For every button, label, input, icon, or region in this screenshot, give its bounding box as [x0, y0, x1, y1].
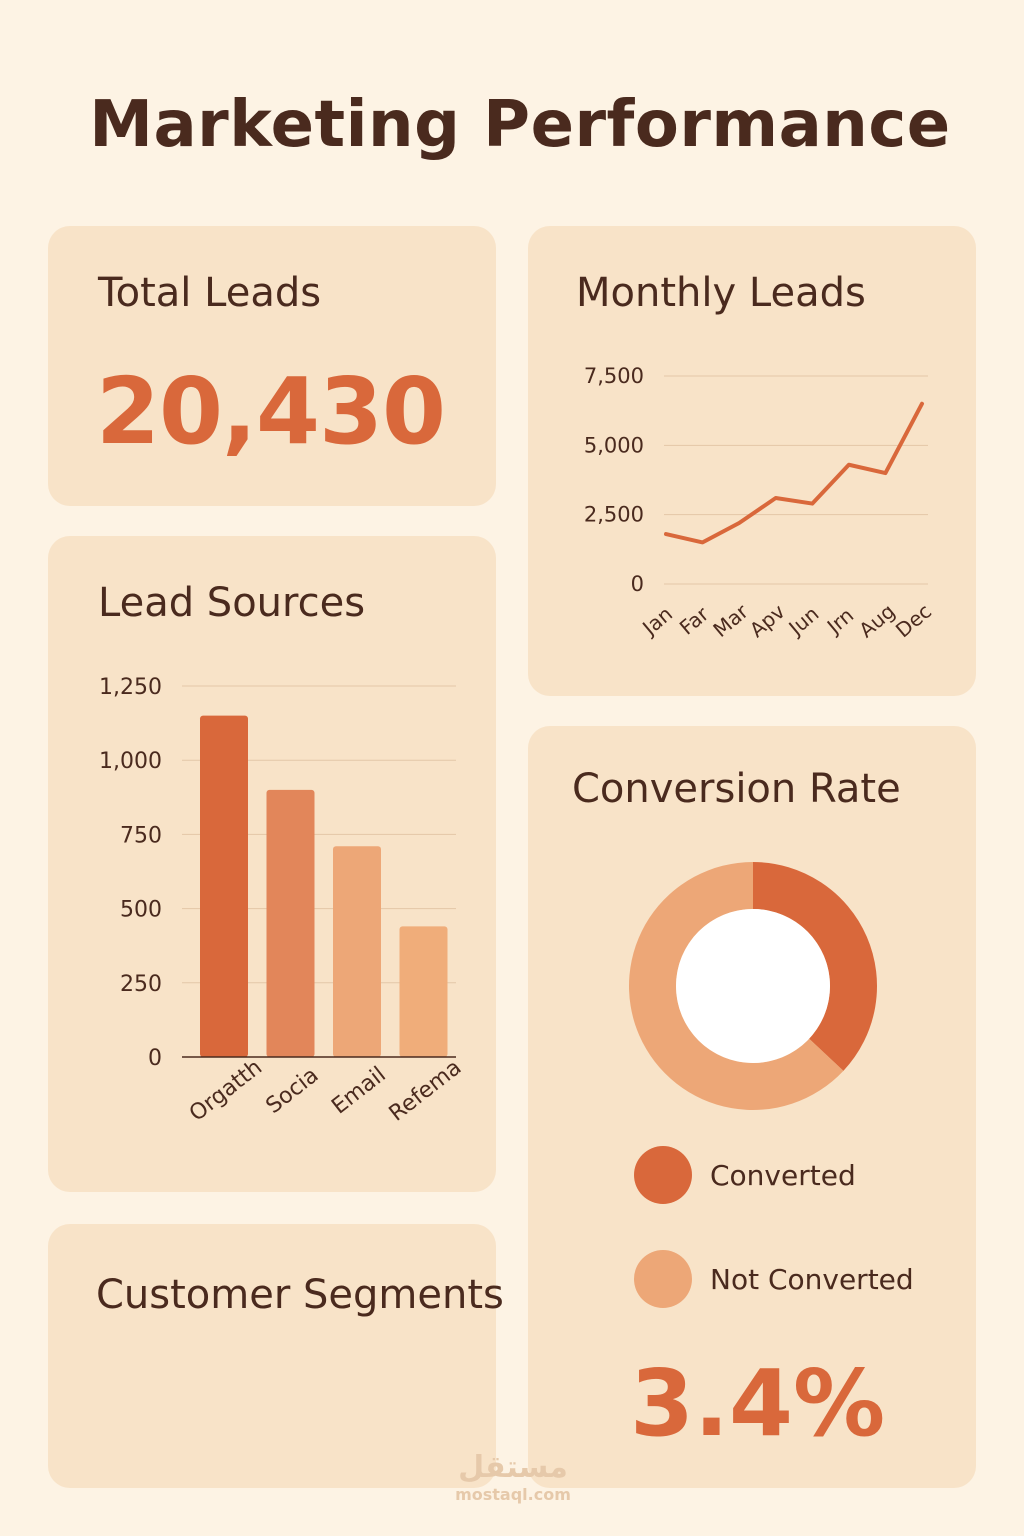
x-tick-label: Mar [708, 599, 753, 642]
watermark-arabic: مستقل [458, 1450, 568, 1485]
bar [333, 846, 381, 1057]
x-tick-label: Refema [385, 1055, 467, 1126]
conversion-rate-title: Conversion Rate [572, 766, 901, 812]
y-tick-label: 2,500 [584, 503, 644, 527]
bar [200, 715, 248, 1057]
page-title: Marketing Performance [89, 88, 951, 162]
x-tick-label: Aug [854, 599, 899, 642]
line-series [664, 401, 924, 545]
lead-sources-title: Lead Sources [98, 580, 366, 626]
donut-slice-not-converted [629, 862, 844, 1110]
donut-slice-converted [753, 862, 877, 1071]
x-tick-label: Apv [745, 599, 790, 642]
y-tick-label: 250 [120, 972, 162, 997]
watermark-latin: mostaql.com [455, 1485, 571, 1504]
legend-label-not-converted: Not Converted [710, 1262, 914, 1296]
y-tick-label: 500 [120, 898, 162, 923]
lead-sources-card: Lead Sources 0 250 500 750 1,000 1,250 Orgatth… [48, 536, 496, 1192]
legend-item-not-converted: Not Converted [634, 1250, 914, 1308]
y-tick-label: 1,250 [99, 675, 162, 700]
monthly-leads-card: Monthly Leads 0 2,500 5,000 7,500 Jan Far Mar A… [528, 226, 976, 696]
customer-segments-title: Customer Segments [96, 1272, 504, 1318]
y-tick-label: 5,000 [584, 433, 644, 457]
total-leads-title: Total Leads [98, 270, 322, 316]
bar [399, 926, 448, 1057]
x-tick-label: Orgatth [185, 1055, 267, 1127]
x-tick-label: Socia [262, 1063, 324, 1119]
y-tick-label: 1,000 [99, 749, 162, 774]
bar [266, 789, 315, 1057]
total-leads-card: Total Leads 20,430 [48, 226, 496, 506]
not-converted-swatch [634, 1250, 692, 1308]
customer-segments-card: Customer Segments [48, 1224, 504, 1488]
monthly-leads-title: Monthly Leads [576, 270, 866, 316]
x-tick-label: Far [675, 601, 714, 639]
y-tick-label: 7,500 [584, 364, 644, 388]
converted-swatch [634, 1146, 692, 1204]
x-tick-label: Jun [783, 601, 824, 641]
x-tick-label: Jrn [821, 603, 858, 640]
conversion-donut-chart [629, 862, 877, 1110]
y-tick-label: 750 [120, 823, 162, 848]
total-leads-value: 20,430 [96, 358, 446, 465]
legend-item-converted: Converted [634, 1146, 856, 1204]
x-tick-label: Dec [891, 599, 936, 642]
y-tick-label: 0 [631, 572, 644, 596]
conversion-rate-value: 3.4% [630, 1350, 886, 1457]
watermark: مستقل mostaql.com [448, 1452, 578, 1506]
donut-hole [676, 909, 830, 1063]
legend-label-converted: Converted [710, 1158, 856, 1192]
conversion-rate-card: Conversion Rate Converted Not Converted … [528, 726, 976, 1488]
y-tick-label: 0 [148, 1046, 162, 1071]
x-tick-label: Jan [636, 602, 677, 641]
x-tick-label: Email [327, 1062, 390, 1119]
